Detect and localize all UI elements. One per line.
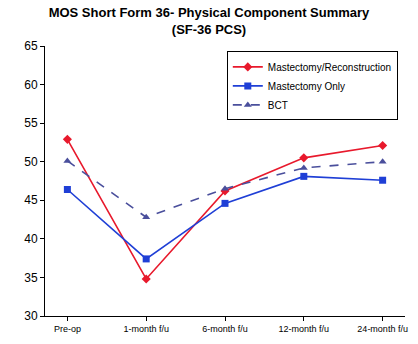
svg-text:24-month f/u: 24-month f/u	[357, 324, 408, 334]
svg-text:60: 60	[24, 78, 38, 92]
svg-text:6-month f/u: 6-month f/u	[202, 324, 248, 334]
svg-text:40: 40	[24, 232, 38, 246]
svg-text:MOS Short Form 36- Physical Co: MOS Short Form 36- Physical Component Su…	[49, 5, 370, 37]
svg-text:35: 35	[24, 271, 38, 285]
svg-text:BCT: BCT	[268, 100, 288, 111]
svg-text:65: 65	[24, 39, 38, 53]
svg-text:Mastectomy/Reconstruction: Mastectomy/Reconstruction	[268, 62, 391, 73]
svg-text:50: 50	[24, 155, 38, 169]
svg-text:45: 45	[24, 193, 38, 207]
svg-text:Pre-op: Pre-op	[54, 324, 81, 334]
svg-text:1-month f/u: 1-month f/u	[123, 324, 169, 334]
svg-text:12-month f/u: 12-month f/u	[279, 324, 330, 334]
svg-text:Mastectomy Only: Mastectomy Only	[268, 81, 345, 92]
svg-text:30: 30	[24, 309, 38, 323]
svg-text:55: 55	[24, 116, 38, 130]
